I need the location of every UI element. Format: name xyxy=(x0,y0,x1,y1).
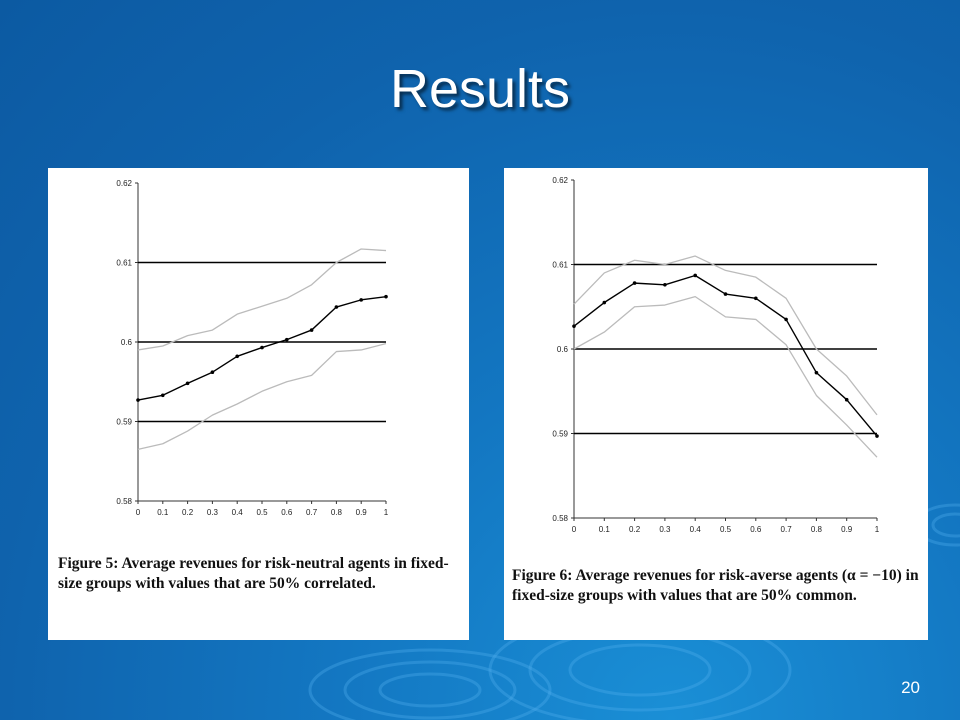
figure-6-data-point xyxy=(602,300,607,305)
figure-6-upper-band-line xyxy=(573,255,878,416)
figure-5-data-point xyxy=(260,345,264,350)
figure-6-y-tick-label: 0.61 xyxy=(552,261,568,270)
figure-6-x-tick-label: 0.9 xyxy=(841,525,853,534)
figure-6-x-tick-label: 0.6 xyxy=(750,525,762,534)
figure-5-y-tick-label: 0.62 xyxy=(116,179,132,188)
figure-5-x-tick-label: 0 xyxy=(136,508,141,517)
figure-6-data-point xyxy=(632,281,637,285)
figure-5-x-tick-label: 0.5 xyxy=(256,508,268,517)
figure-6-x-tick-label: 0.4 xyxy=(690,525,702,534)
figure-6-panel: 0.62 0.61 0.6 0.59 0.58 0 0.1 0.2 0.3 0.4 0.5 0.6 0.… xyxy=(504,168,928,640)
figure-5-data-point xyxy=(384,294,388,299)
figure-6-caption: Figure 6: Average revenues for risk-aver… xyxy=(512,566,920,606)
figure-5-data-point xyxy=(185,381,190,386)
figure-6-data-point xyxy=(663,282,667,287)
figure-5-data-point xyxy=(161,393,165,398)
figure-6-y-tick-label: 0.62 xyxy=(552,176,568,185)
figure-6-x-tick-label: 0.2 xyxy=(629,525,641,534)
figure-6-x-tick-label: 1 xyxy=(875,525,880,534)
figure-6-lower-band-line xyxy=(573,295,878,458)
figure-6-data-point xyxy=(572,324,576,328)
figure-6-x-tick-label: 0.1 xyxy=(599,525,611,534)
figure-5-data-point xyxy=(136,398,140,402)
figure-5-x-tick-label: 0.9 xyxy=(356,508,368,517)
figure-5-caption: Figure 5: Average revenues for risk-neut… xyxy=(58,554,460,594)
figure-5-data-point xyxy=(359,298,364,302)
figure-6-data-point xyxy=(723,292,728,296)
figure-5-chart: 0.62 0.61 0.6 0.59 0.58 0 0.1 0.2 0.3 0.4 0.5 0.6 0.… xyxy=(116,179,389,517)
figure-5-upper-band-line xyxy=(137,248,387,351)
figure-5-data-point xyxy=(334,305,339,309)
figure-5-y-tick-label: 0.59 xyxy=(116,418,132,427)
figure-5-y-tick-label: 0.6 xyxy=(121,338,133,347)
figure-5-caption-text: Average revenues for risk-neutral agents… xyxy=(58,555,449,592)
figure-5-x-tick-label: 0.4 xyxy=(232,508,244,517)
figure-5-x-tick-label: 0.8 xyxy=(331,508,343,517)
figure-5-y-tick-label: 0.61 xyxy=(116,259,132,268)
figure-5-data-point xyxy=(235,354,239,359)
figure-6-data-point xyxy=(693,273,697,278)
figure-6-chart: 0.62 0.61 0.6 0.59 0.58 0 0.1 0.2 0.3 0.4 0.5 0.6 0.… xyxy=(552,176,880,534)
slide-title: Results xyxy=(389,59,571,119)
figure-5-x-tick-label: 1 xyxy=(384,508,389,517)
figure-6-x-tick-label: 0.3 xyxy=(659,525,671,534)
figure-6-x-tick-label: 0.7 xyxy=(781,525,793,534)
figure-5-panel: 0.62 0.61 0.6 0.59 0.58 0 0.1 0.2 0.3 0.4 0.5 0.6 0.… xyxy=(48,168,469,640)
figure-6-x-tick-label: 0.8 xyxy=(811,525,823,534)
figure-5-data-point xyxy=(309,328,314,332)
figure-6-data-point xyxy=(875,434,879,438)
figure-5-caption-label: Figure 5: xyxy=(58,555,119,572)
figure-6-data-point xyxy=(754,296,758,301)
slide-number: 20 xyxy=(901,678,920,697)
figure-5-data-point xyxy=(285,337,289,342)
figure-5-lower-band-line xyxy=(137,342,387,450)
figure-6-caption-text: Average revenues for risk-averse agents … xyxy=(512,567,919,604)
figure-5-x-tick-label: 0.1 xyxy=(157,508,169,517)
figure-5-data-point xyxy=(210,370,215,375)
figure-5-x-tick-label: 0.3 xyxy=(207,508,219,517)
figure-5-x-tick-label: 0.6 xyxy=(281,508,293,517)
figure-6-caption-label: Figure 6: xyxy=(512,567,573,584)
figure-6-data-point xyxy=(844,397,849,402)
figure-6-data-point xyxy=(784,317,788,322)
figure-6-y-tick-label: 0.6 xyxy=(557,345,569,354)
figure-5-y-tick-label: 0.58 xyxy=(116,497,132,506)
figure-6-x-tick-label: 0 xyxy=(572,525,577,534)
figure-6-y-tick-label: 0.59 xyxy=(552,430,568,439)
figure-5-x-tick-label: 0.7 xyxy=(306,508,318,517)
figure-5-x-tick-label: 0.2 xyxy=(182,508,194,517)
figure-6-y-tick-label: 0.58 xyxy=(552,514,568,523)
figure-6-x-tick-label: 0.5 xyxy=(720,525,732,534)
figure-6-mean-line xyxy=(573,274,878,437)
figure-6-data-point xyxy=(814,370,819,375)
